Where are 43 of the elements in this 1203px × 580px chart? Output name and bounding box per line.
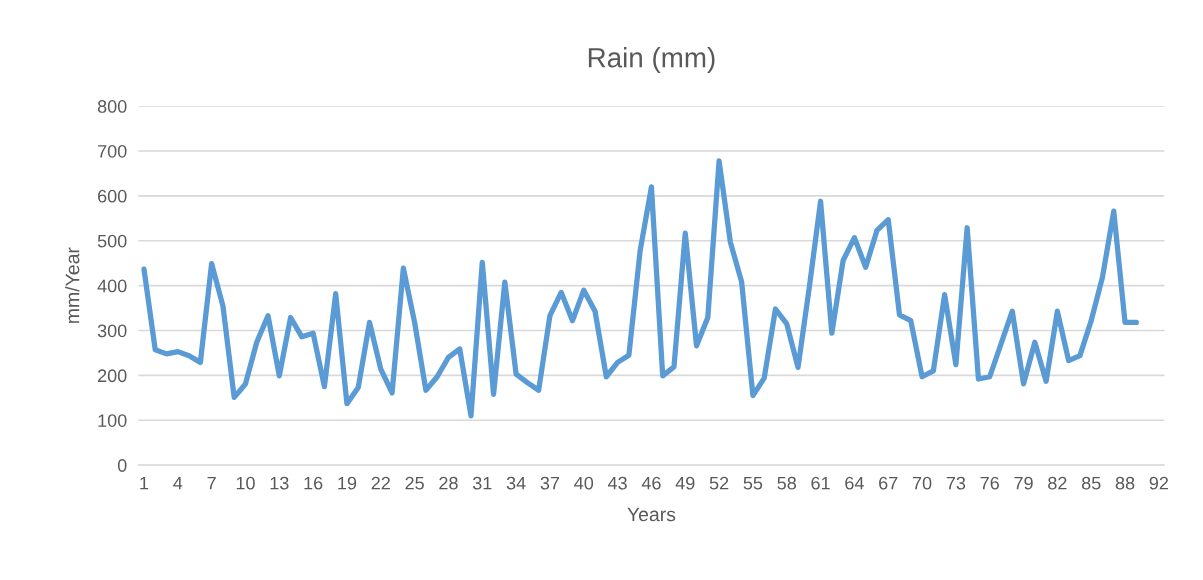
x-tick-label: 31 [472,476,492,490]
x-tick-label: 70 [912,476,932,490]
y-tick-label: 600 [98,189,127,203]
x-axis-title: Years [627,507,676,522]
chart-title: Rain (mm) [588,47,715,73]
x-tick-label: 55 [743,476,763,490]
y-tick-label: 800 [97,100,127,113]
x-tick-label: 37 [540,476,560,490]
x-tick-label: 88 [1115,476,1135,490]
x-tick-label: 82 [1048,476,1067,490]
x-tick-label: 1 [140,476,149,490]
y-tick-label: 300 [97,324,127,338]
y-tick-label: 400 [97,279,127,293]
x-tick-label: 76 [980,476,999,490]
x-tick-label: 73 [946,476,966,490]
x-tick-label: 28 [439,476,458,490]
x-tick-label: 40 [574,476,594,490]
x-tick-label: 22 [371,476,390,490]
x-tick-label: 4 [173,476,183,490]
x-tick-label: 7 [207,476,216,490]
y-tick-label: 500 [97,234,127,248]
y-tick-label: 700 [98,144,127,158]
x-tick-label: 79 [1014,476,1033,490]
x-tick-label: 52 [709,476,729,490]
x-tick-label: 34 [506,476,526,490]
x-tick-label: 46 [641,476,661,490]
x-tick-label: 25 [405,476,424,490]
x-tick-label: 49 [675,476,695,490]
y-tick-label: 200 [98,369,127,383]
x-tick-label: 64 [845,476,864,490]
x-tick-label: 92 [1149,476,1168,490]
x-tick-label: 19 [338,476,357,490]
x-tick-label: 67 [879,476,898,490]
x-tick-label: 58 [777,476,796,490]
x-tick-label: 16 [304,476,323,490]
x-tick-label: 43 [607,476,627,490]
y-tick-label: 100 [98,414,127,427]
x-tick-label: 13 [270,476,289,490]
x-tick-label: 10 [236,476,255,490]
y-tick-label: 0 [117,459,127,472]
x-tick-label: 85 [1081,476,1101,490]
x-tick-label: 61 [811,476,830,490]
y-axis-title: mm/Year [65,247,80,323]
